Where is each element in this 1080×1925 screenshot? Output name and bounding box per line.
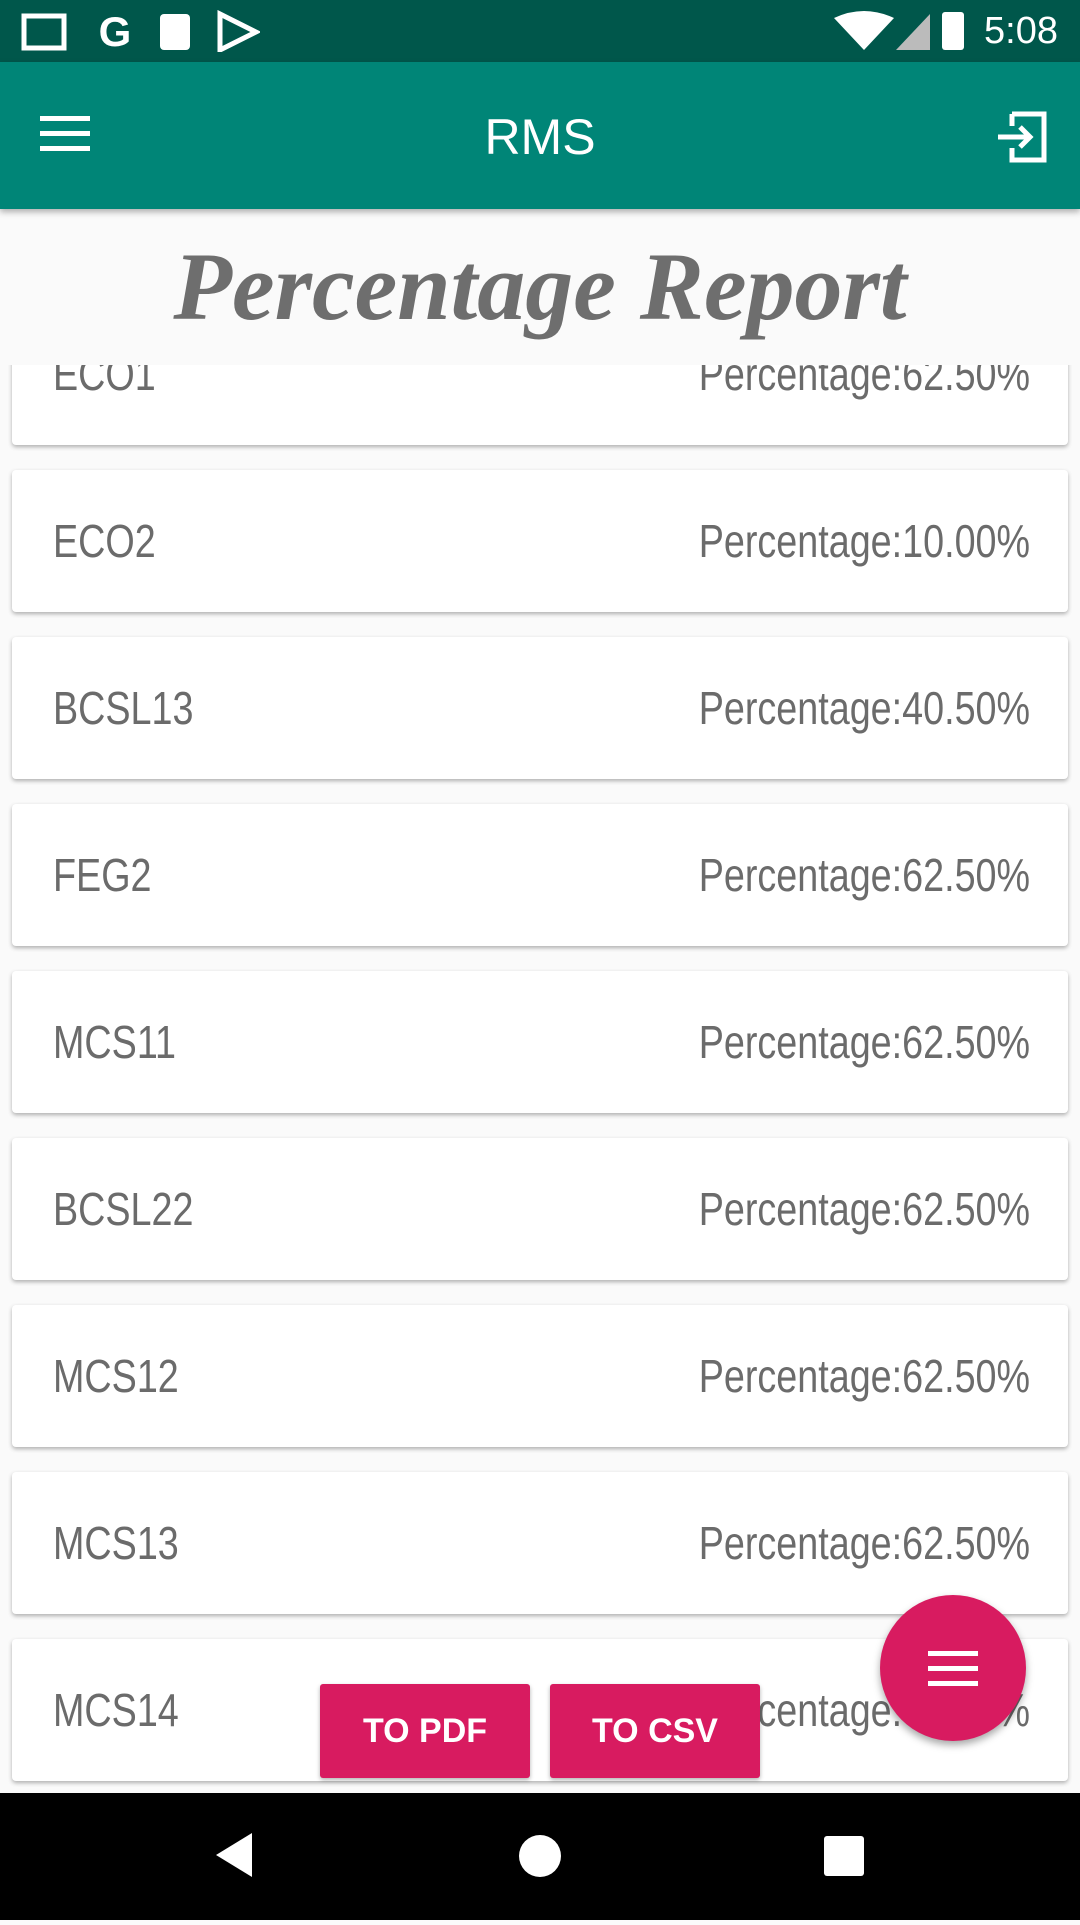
report-card: BCSL22 Percentage:62.50% bbox=[12, 1138, 1068, 1280]
report-card: MCS11 Percentage:62.50% bbox=[12, 971, 1068, 1113]
fab-icon bbox=[928, 1651, 978, 1686]
report-card: BCSL13 Percentage:40.50% bbox=[12, 637, 1068, 779]
subject-code: MCS12 bbox=[53, 1350, 179, 1402]
status-icons: G bbox=[21, 10, 260, 52]
nav-buttons bbox=[216, 1833, 864, 1877]
subject-code: MCS13 bbox=[53, 1517, 179, 1569]
report-card: MCS12 Percentage:62.50% bbox=[12, 1305, 1068, 1447]
nav-bar bbox=[0, 1793, 1080, 1920]
logout-button[interactable] bbox=[996, 110, 1050, 164]
report-card: ECO1 Percentage:62.50% bbox=[12, 365, 1068, 445]
percentage: Percentage:62.50% bbox=[698, 849, 1030, 901]
percentage: Percentage:10.00% bbox=[698, 515, 1030, 567]
percentage: Percentage:62.50% bbox=[698, 1517, 1030, 1569]
app-title: RMS bbox=[484, 109, 596, 165]
subject-code: BCSL22 bbox=[53, 1183, 194, 1235]
subject-code: FEG2 bbox=[53, 849, 152, 901]
report-card: ECO2 Percentage:10.00% bbox=[12, 470, 1068, 612]
percentage: Percentage:62.50% bbox=[698, 1183, 1030, 1235]
csv-button[interactable]: TO CSV bbox=[550, 1684, 760, 1778]
percentage: Percentage:62.50% bbox=[698, 1350, 1030, 1402]
status-signal bbox=[834, 11, 964, 50]
report-card: FEG2 Percentage:62.50% bbox=[12, 804, 1068, 946]
status-bar: G 5:08 bbox=[0, 0, 1080, 62]
page-heading: Percentage Report bbox=[173, 233, 907, 340]
menu-button[interactable] bbox=[40, 114, 92, 154]
clock: 5:08 bbox=[984, 10, 1058, 52]
fab-menu[interactable] bbox=[880, 1595, 1026, 1741]
subject-code: MCS14 bbox=[53, 1684, 179, 1736]
percentage: Percentage:40.50% bbox=[698, 682, 1030, 734]
svg-text:G: G bbox=[99, 10, 132, 52]
report-list: ECO1 Percentage:62.50% ECO2 Percentage:10.0… bbox=[0, 365, 1080, 1793]
app-bar: RMS bbox=[0, 62, 1080, 209]
subject-code: ECO1 bbox=[53, 365, 156, 400]
pdf-button[interactable]: TO PDF bbox=[320, 1684, 530, 1778]
percentage: Percentage:62.50% bbox=[698, 365, 1030, 400]
subject-code: BCSL13 bbox=[53, 682, 194, 734]
subject-code: ECO2 bbox=[53, 515, 156, 567]
subject-code: MCS11 bbox=[53, 1016, 176, 1068]
report-card: MCS13 Percentage:62.50% bbox=[12, 1472, 1068, 1614]
percentage: Percentage:62.50% bbox=[698, 1016, 1030, 1068]
